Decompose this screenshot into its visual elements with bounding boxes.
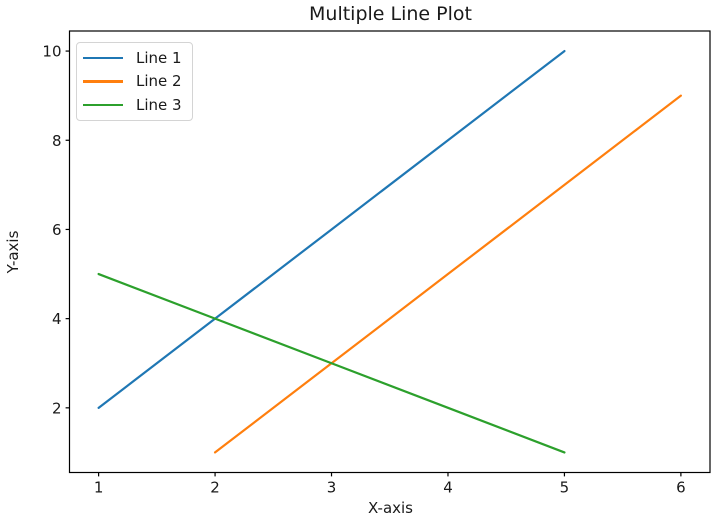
y-tick-label: 8: [52, 132, 62, 150]
x-tick-label: 5: [560, 479, 570, 497]
chart-title: Multiple Line Plot: [309, 3, 472, 25]
x-tick-label: 1: [94, 479, 104, 497]
y-tick-label: 6: [52, 221, 62, 239]
legend-line-sample: [83, 103, 123, 106]
legend: Line 1 Line 2 Line 3: [76, 42, 193, 121]
y-tick-label: 4: [52, 310, 62, 328]
series-line-3: [97, 272, 566, 454]
x-axis-label: X-axis: [368, 499, 413, 517]
legend-item: Line 3: [83, 93, 182, 117]
x-tick-label: 3: [327, 479, 337, 497]
legend-label: Line 2: [136, 72, 182, 91]
legend-label: Line 3: [136, 95, 182, 114]
legend-item: Line 2: [83, 70, 182, 94]
x-tick-label: 2: [210, 479, 220, 497]
y-tick-label: 2: [52, 399, 62, 417]
legend-line-sample: [83, 56, 123, 59]
y-tick-label: 10: [42, 43, 61, 61]
y-axis-label: Y-axis: [4, 230, 22, 274]
series-line-2: [213, 94, 682, 454]
legend-item: Line 1: [83, 46, 182, 70]
x-tick-label: 6: [676, 479, 686, 497]
legend-label: Line 1: [136, 48, 182, 67]
series-line-1: [97, 49, 566, 409]
legend-line-sample: [83, 80, 123, 83]
x-tick-label: 4: [443, 479, 453, 497]
plot-border: [68, 30, 711, 474]
